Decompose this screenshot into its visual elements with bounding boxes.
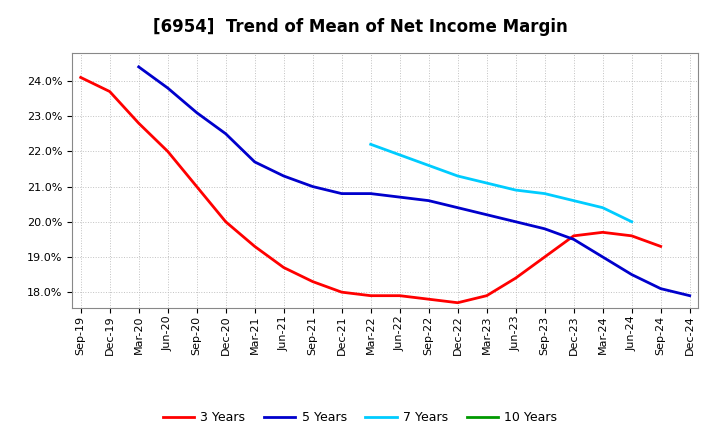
Text: [6954]  Trend of Mean of Net Income Margin: [6954] Trend of Mean of Net Income Margi… bbox=[153, 18, 567, 36]
Legend: 3 Years, 5 Years, 7 Years, 10 Years: 3 Years, 5 Years, 7 Years, 10 Years bbox=[158, 407, 562, 429]
